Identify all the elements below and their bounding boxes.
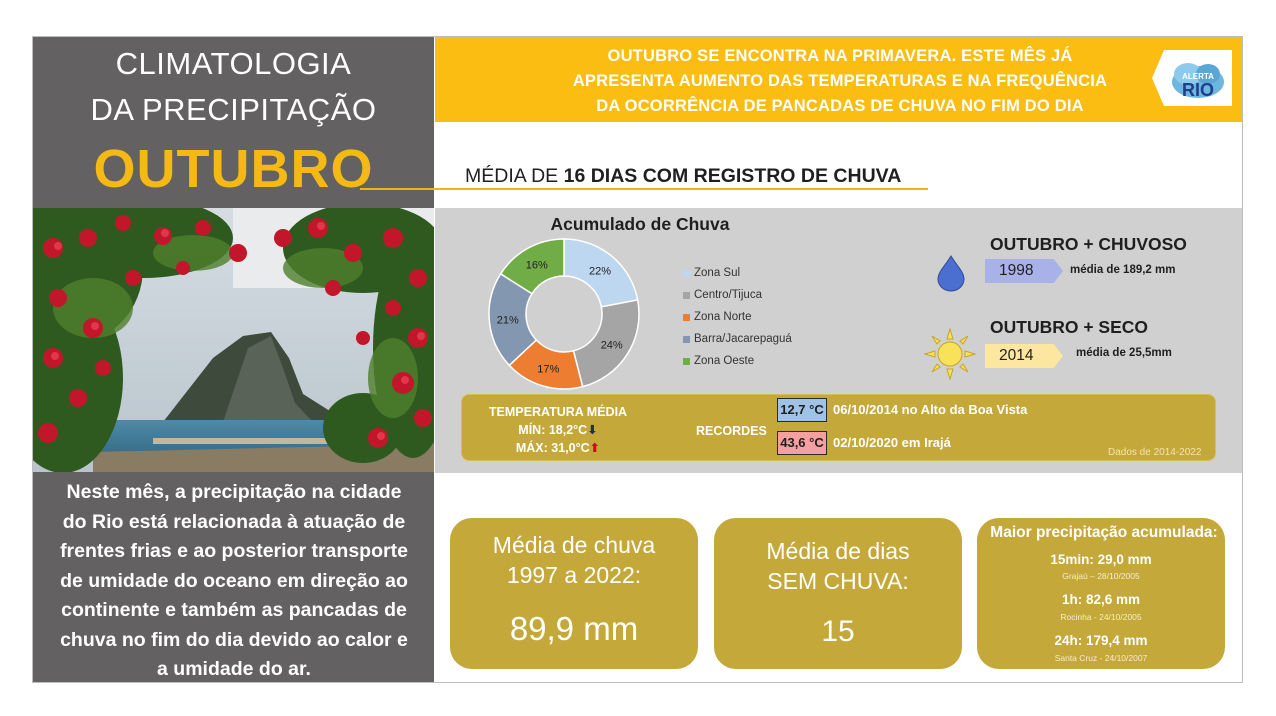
driest-year: 2014 bbox=[985, 344, 1063, 368]
legend-swatch bbox=[683, 269, 690, 277]
temperature-min: MÍN: 18,2°C bbox=[518, 423, 588, 437]
arrow-up-icon: ⬆ bbox=[589, 441, 601, 455]
description-text: Neste mês, a precipitação na cidade do R… bbox=[40, 478, 428, 685]
driest-mean: média de 25,5mm bbox=[1076, 347, 1172, 359]
arrow-down-icon: ⬇ bbox=[587, 423, 598, 437]
temperature-max: MÁX: 31,0°C bbox=[515, 441, 590, 455]
donut-data-label: 22% bbox=[589, 265, 611, 277]
legend-label: Zona Oeste bbox=[694, 355, 755, 367]
legend-swatch bbox=[683, 357, 690, 365]
rain-mean-label: Média de chuva 1997 a 2022: bbox=[450, 530, 698, 590]
dry-days-label: Média de dias SEM CHUVA: bbox=[714, 536, 962, 596]
record-high-desc: 02/10/2020 em Irajá bbox=[833, 435, 951, 450]
description-line: de umidade do oceano em direção ao bbox=[60, 569, 408, 592]
alerta-rio-logo: ALERTA RIO bbox=[1150, 46, 1236, 110]
temperature-min-row: MÍN: 18,2°C⬇ bbox=[468, 421, 648, 439]
rio-landscape-photo bbox=[33, 208, 434, 472]
records-label: RECORDES bbox=[696, 424, 767, 438]
donut-data-label: 16% bbox=[526, 259, 548, 271]
description-line: chuva no fim do dia devido ao calor e bbox=[60, 628, 408, 651]
donut-slice-zona-oeste bbox=[499, 238, 565, 295]
max-precip-title: Maior precipitação acumulada: bbox=[990, 524, 1218, 541]
logo-big-text: RIO bbox=[1182, 80, 1214, 100]
max-24h-value: 24h: 179,4 mm bbox=[1054, 633, 1148, 648]
title-line-1: CLIMATOLOGIA bbox=[115, 46, 352, 81]
driest-title: OUTUBRO + SECO bbox=[990, 317, 1149, 337]
temperature-title: TEMPERATURA MÉDIA bbox=[488, 405, 628, 419]
dry-days-label-1: Média de dias bbox=[766, 538, 910, 564]
subtitle-prefix: MÉDIA DE bbox=[465, 165, 564, 187]
description-line: continente e também as pancadas de bbox=[61, 599, 407, 621]
legend-label: Zona Norte bbox=[694, 311, 752, 323]
rain-mean-label-2: 1997 a 2022: bbox=[506, 562, 642, 588]
logo-small-text: ALERTA bbox=[1182, 72, 1214, 81]
dry-days-label-2: SEM CHUVA: bbox=[767, 568, 909, 594]
chart-title: Acumulado de Chuva bbox=[550, 214, 730, 234]
header-banner bbox=[435, 37, 1242, 122]
legend-item: Barra/Jacarepaguá bbox=[683, 328, 792, 350]
rain-mean-value: 89,9 mm bbox=[509, 610, 639, 647]
wettest-year: 1998 bbox=[985, 259, 1063, 283]
month-title: OUTUBRO bbox=[93, 139, 374, 199]
temperature-max-row: MÁX: 31,0°C⬆ bbox=[468, 439, 648, 457]
max-1h-value: 1h: 82,6 mm bbox=[1061, 592, 1141, 607]
banner-line: APRESENTA AUMENTO DAS TEMPERATURAS E NA … bbox=[572, 72, 1108, 90]
max-15min-place: Grajaú – 28/10/2005 bbox=[1062, 571, 1140, 581]
rain-mean-box bbox=[450, 518, 698, 669]
description-line: frentes frias e ao posterior transporte bbox=[60, 540, 408, 562]
rain-donut-chart: 22% 24% 17% 21% 16% bbox=[488, 238, 640, 390]
legend-swatch bbox=[683, 291, 690, 299]
rain-days-subtitle: MÉDIA DE 16 DIAS COM REGISTRO DE CHUVA bbox=[465, 165, 901, 188]
dry-days-box bbox=[714, 518, 962, 669]
legend-label: Barra/Jacarepaguá bbox=[694, 333, 792, 345]
donut-data-label: 21% bbox=[497, 314, 519, 326]
legend-item: Zona Norte bbox=[683, 306, 792, 328]
max-15min-value: 15min: 29,0 mm bbox=[1050, 552, 1152, 567]
legend-label: Centro/Tijuca bbox=[694, 289, 762, 301]
data-source: Dados de 2014-2022 bbox=[1108, 447, 1202, 458]
record-low-desc: 06/10/2014 no Alto da Boa Vista bbox=[833, 402, 1028, 417]
legend-swatch bbox=[683, 335, 690, 343]
record-high-value: 43,6 °C bbox=[777, 431, 827, 455]
subtitle-bold: 16 DIAS COM REGISTRO DE CHUVA bbox=[563, 165, 902, 187]
max-1h-place: Rocinha - 24/10/2005 bbox=[1060, 612, 1142, 622]
legend-item: Zona Oeste bbox=[683, 350, 792, 372]
title-panel bbox=[33, 37, 434, 208]
temperature-label: TEMPERATURA MÉDIA MÍN: 18,2°C⬇ MÁX: 31,0… bbox=[468, 403, 648, 457]
max-precip-box bbox=[977, 518, 1225, 669]
legend-label: Zona Sul bbox=[694, 267, 741, 279]
sun-icon bbox=[923, 327, 977, 381]
legend-swatch bbox=[683, 313, 690, 321]
legend-item: Zona Sul bbox=[683, 262, 792, 284]
title-underline bbox=[360, 188, 928, 190]
dry-days-value: 15 bbox=[821, 615, 855, 648]
legend-item: Centro/Tijuca bbox=[683, 284, 792, 306]
banner-line: OUTUBRO SE ENCONTRA NA PRIMAVERA. ESTE M… bbox=[607, 47, 1073, 65]
max-24h-place: Santa Cruz - 24/10/2007 bbox=[1054, 653, 1148, 663]
description-line: a umidade do ar. bbox=[157, 658, 311, 680]
temperature-box bbox=[461, 394, 1216, 461]
title-line-2: DA PRECIPITAÇÃO bbox=[90, 92, 377, 127]
banner-line: DA OCORRÊNCIA DE PANCADAS DE CHUVA NO FI… bbox=[596, 97, 1084, 115]
description-line: Neste mês, a precipitação na cidade bbox=[66, 481, 402, 503]
donut-data-label: 24% bbox=[601, 339, 623, 351]
chart-legend: Zona Sul Centro/Tijuca Zona Norte Barra/Jac… bbox=[683, 262, 792, 372]
description-line: do Rio está relacionada à atuação de bbox=[62, 510, 406, 533]
wettest-mean: média de 189,2 mm bbox=[1070, 264, 1176, 276]
rain-mean-label-1: Média de chuva bbox=[492, 532, 656, 558]
donut-data-label: 17% bbox=[537, 363, 559, 375]
wettest-title: OUTUBRO + CHUVOSO bbox=[990, 234, 1187, 254]
banner-text: OUTUBRO SE ENCONTRA NA PRIMAVERA. ESTE M… bbox=[520, 44, 1160, 119]
description-panel bbox=[33, 472, 434, 682]
water-drop-icon bbox=[935, 254, 967, 292]
record-low-value: 12,7 °C bbox=[777, 398, 827, 422]
